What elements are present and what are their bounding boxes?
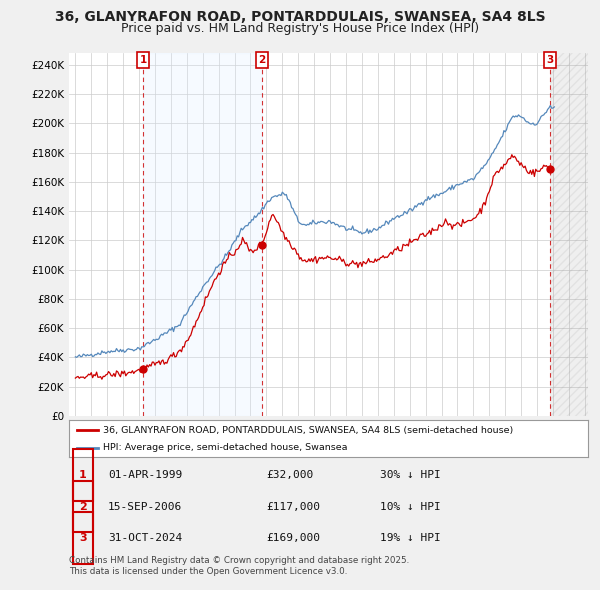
Text: 30% ↓ HPI: 30% ↓ HPI xyxy=(380,470,441,480)
Text: 19% ↓ HPI: 19% ↓ HPI xyxy=(380,533,441,543)
Text: 36, GLANYRAFON ROAD, PONTARDDULAIS, SWANSEA, SA4 8LS: 36, GLANYRAFON ROAD, PONTARDDULAIS, SWAN… xyxy=(55,10,545,24)
Text: £169,000: £169,000 xyxy=(266,533,320,543)
Text: 10% ↓ HPI: 10% ↓ HPI xyxy=(380,502,441,512)
Text: 2: 2 xyxy=(258,55,265,65)
Text: 31-OCT-2024: 31-OCT-2024 xyxy=(108,533,182,543)
Text: 1: 1 xyxy=(79,470,87,480)
Text: 3: 3 xyxy=(79,533,87,543)
Text: 36, GLANYRAFON ROAD, PONTARDDULAIS, SWANSEA, SA4 8LS (semi-detached house): 36, GLANYRAFON ROAD, PONTARDDULAIS, SWAN… xyxy=(103,426,513,435)
Text: HPI: Average price, semi-detached house, Swansea: HPI: Average price, semi-detached house,… xyxy=(103,443,347,452)
Text: 3: 3 xyxy=(547,55,554,65)
Bar xyxy=(143,53,262,416)
Bar xyxy=(550,53,588,416)
Text: 15-SEP-2006: 15-SEP-2006 xyxy=(108,502,182,512)
Text: 01-APR-1999: 01-APR-1999 xyxy=(108,470,182,480)
Text: Contains HM Land Registry data © Crown copyright and database right 2025.
This d: Contains HM Land Registry data © Crown c… xyxy=(69,556,409,576)
Text: £32,000: £32,000 xyxy=(266,470,313,480)
Text: Price paid vs. HM Land Registry's House Price Index (HPI): Price paid vs. HM Land Registry's House … xyxy=(121,22,479,35)
Text: £117,000: £117,000 xyxy=(266,502,320,512)
Text: 1: 1 xyxy=(139,55,146,65)
Text: 2: 2 xyxy=(79,502,87,512)
